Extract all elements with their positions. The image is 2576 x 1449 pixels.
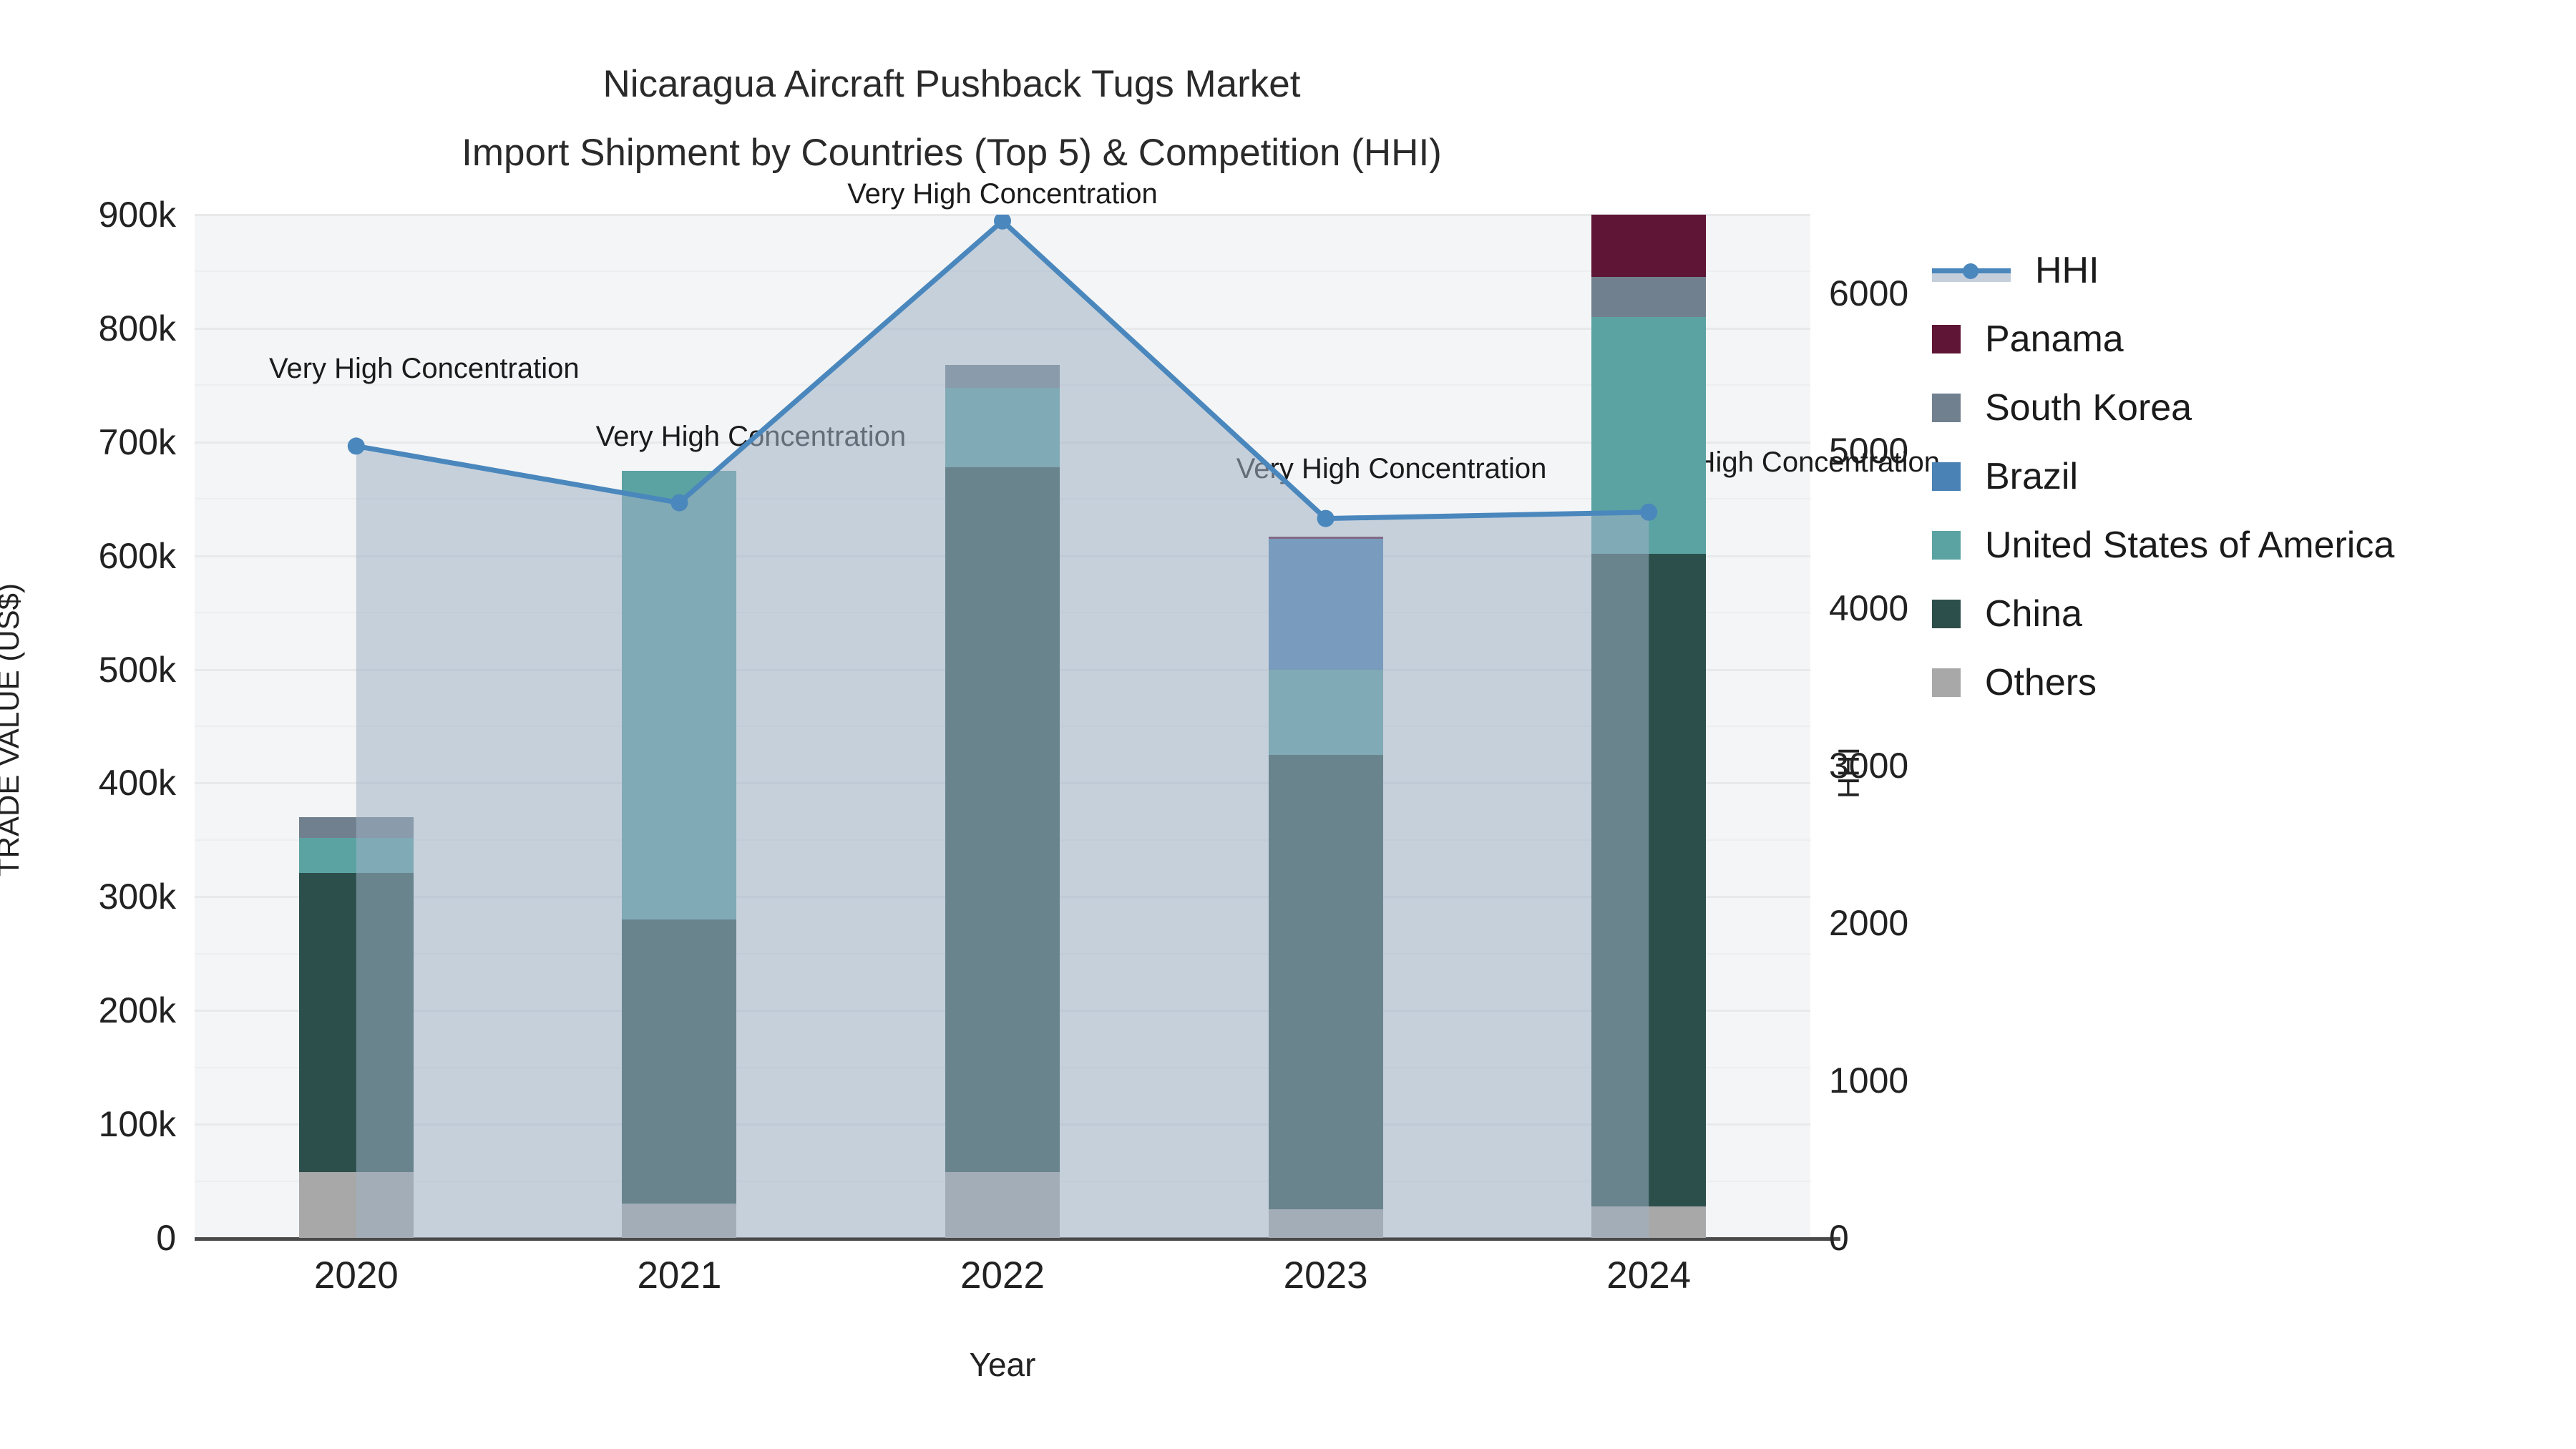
legend-item-label: United States of America <box>1985 525 2395 566</box>
legend-item-label: HHI <box>2035 250 2099 291</box>
x-axis-tick-label: 2022 <box>960 1254 1045 1297</box>
legend-color-swatch <box>1932 325 1961 353</box>
hhi-marker[interactable] <box>670 494 688 512</box>
hhi-marker[interactable] <box>347 437 365 455</box>
legend-color-swatch <box>1932 531 1961 560</box>
secondary-y-axis-tick-label: 5000 <box>1829 431 1909 471</box>
legend-line-marker-icon <box>1932 256 2011 285</box>
legend: HHI Panama South Korea Brazil United States … <box>1932 236 2562 717</box>
y-axis-label: TRADE VALUE (US$) <box>0 583 25 877</box>
secondary-y-axis-tick-label: 0 <box>1829 1218 1849 1258</box>
secondary-y-axis-tick-label: 2000 <box>1829 903 1909 943</box>
y-axis-tick-label: 700k <box>98 421 176 462</box>
legend-color-swatch <box>1932 394 1961 422</box>
x-axis-tick-label: 2023 <box>1283 1254 1368 1297</box>
x-axis-tick-label: 2024 <box>1606 1254 1692 1297</box>
hhi-annotation: Very High Concentration <box>269 353 580 385</box>
bar-segment[interactable] <box>1591 215 1707 278</box>
y-axis-tick-label: 600k <box>98 535 176 576</box>
legend-color-swatch <box>1932 462 1961 491</box>
secondary-y-axis-tick-label: 3000 <box>1829 746 1909 786</box>
hhi-marker[interactable] <box>1317 509 1335 527</box>
hhi-annotation: Very High Concentration <box>847 177 1158 210</box>
chart-title-line-2: Import Shipment by Countries (Top 5) & C… <box>462 132 1442 174</box>
bar-segment[interactable] <box>1591 277 1707 317</box>
chart-title: Nicaragua Aircraft Pushback Tugs Market … <box>0 50 1903 187</box>
y-axis-tick-label: 300k <box>98 877 176 917</box>
legend-item-south-korea[interactable]: South Korea <box>1932 374 2562 442</box>
y-axis-tick-label: 500k <box>98 649 176 690</box>
legend-item-label: Panama <box>1985 318 2124 360</box>
y-axis-tick-label: 100k <box>98 1104 176 1145</box>
secondary-y-axis-tick-label: 4000 <box>1829 588 1909 628</box>
legend-item-label: Others <box>1985 662 2097 703</box>
secondary-y-axis-label: HHI <box>1832 746 1865 799</box>
hhi-marker[interactable] <box>1640 503 1658 521</box>
legend-item-others[interactable]: Others <box>1932 648 2562 717</box>
chart-title-line-1: Nicaragua Aircraft Pushback Tugs Market <box>602 63 1301 105</box>
legend-item-brazil[interactable]: Brazil <box>1932 442 2562 511</box>
y-axis-tick-label: 800k <box>98 308 176 348</box>
legend-item-china[interactable]: China <box>1932 580 2562 648</box>
legend-item-hhi[interactable]: HHI <box>1932 236 2562 305</box>
legend-item-united-states-of-america[interactable]: United States of America <box>1932 511 2562 580</box>
plot-area <box>195 214 1810 1239</box>
hhi-annotation: Very High Concentration <box>1236 452 1547 484</box>
hhi-marker[interactable] <box>994 215 1011 230</box>
legend-color-swatch <box>1932 668 1961 697</box>
legend-item-panama[interactable]: Panama <box>1932 305 2562 374</box>
x-axis-label: Year <box>969 1346 1036 1383</box>
legend-dot-icon <box>1963 263 1979 279</box>
y-axis-tick-label: 0 <box>156 1218 176 1258</box>
legend-item-label: South Korea <box>1985 387 2192 429</box>
x-axis-spine <box>195 1237 1840 1241</box>
hhi-area-and-line <box>347 215 1658 1238</box>
hhi-area-fill <box>356 220 1649 1238</box>
secondary-y-axis-tick-label: 1000 <box>1829 1060 1909 1101</box>
y-axis-tick-label: 900k <box>98 195 176 235</box>
legend-item-label: Brazil <box>1985 456 2079 497</box>
y-axis-tick-label: 400k <box>98 763 176 804</box>
y-axis-tick-label: 200k <box>98 990 176 1031</box>
x-axis-tick-label: 2021 <box>637 1254 722 1297</box>
secondary-y-axis-tick-label: 6000 <box>1829 273 1909 313</box>
legend-color-swatch <box>1932 600 1961 628</box>
legend-item-label: China <box>1985 593 2082 635</box>
x-axis-tick-label: 2020 <box>313 1254 399 1297</box>
